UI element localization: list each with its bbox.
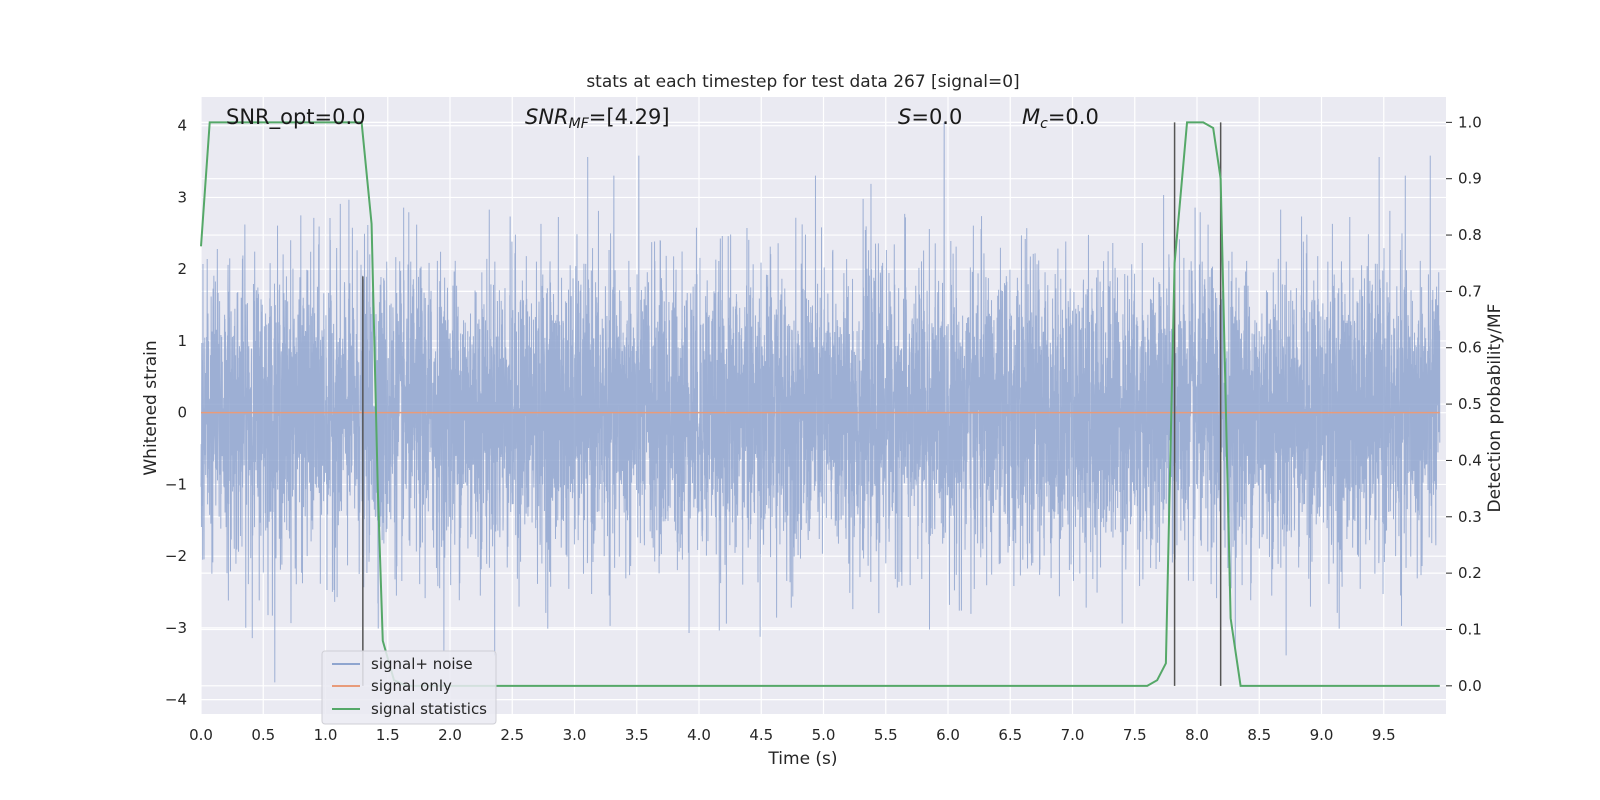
snr-mf-value: =[4.29] — [589, 105, 670, 129]
y-tick-label-8: 4 — [177, 117, 187, 135]
mc-value: =0.0 — [1048, 105, 1099, 129]
x-tick-label-14: 7.0 — [1061, 726, 1085, 744]
x-tick-label-12: 6.0 — [936, 726, 960, 744]
s-annotation: S=0.0 — [898, 105, 962, 129]
y2-tick-label-10: 1.0 — [1458, 113, 1482, 131]
y-tick-label-7: 3 — [177, 188, 187, 206]
x-tick-label-0: 0.0 — [189, 726, 213, 744]
legend: signal+ noise signal only signal statist… — [321, 650, 497, 725]
y-tick-label-0: −4 — [165, 691, 187, 709]
s-value: =0.0 — [911, 105, 962, 129]
x-tick-label-11: 5.5 — [874, 726, 898, 744]
legend-label-signal-noise: signal+ noise — [371, 655, 473, 673]
x-tick-label-16: 8.0 — [1185, 726, 1209, 744]
y2-tick-label-4: 0.4 — [1458, 451, 1482, 469]
y2-tick-label-1: 0.1 — [1458, 620, 1482, 638]
legend-label-signal-only: signal only — [371, 677, 452, 695]
series-signal-statistics — [200, 121, 1440, 687]
x-tick-label-4: 2.0 — [438, 726, 462, 744]
x-tick-label-15: 7.5 — [1123, 726, 1147, 744]
y2-axis-label: Detection probability/MF — [1485, 304, 1505, 513]
x-tick-label-2: 1.0 — [314, 726, 338, 744]
x-tick-label-5: 2.5 — [500, 726, 524, 744]
y-tick-label-5: 1 — [177, 332, 187, 350]
mc-symbol: M — [1022, 105, 1040, 129]
y-axis-label: Whitened strain — [141, 340, 161, 475]
y2-tick-label-0: 0.0 — [1458, 677, 1482, 695]
snr-mf-subscript: MF — [569, 116, 590, 132]
y2-tick-label-8: 0.8 — [1458, 226, 1482, 244]
x-tick-label-19: 9.5 — [1372, 726, 1396, 744]
y2-tick-label-9: 0.9 — [1458, 170, 1482, 188]
x-tick-label-6: 3.0 — [563, 726, 587, 744]
y-tick-label-2: −2 — [165, 547, 187, 565]
y-tick-label-3: −1 — [165, 475, 187, 493]
x-tick-label-7: 3.5 — [625, 726, 649, 744]
snr-opt-annotation: SNR_opt=0.0 — [226, 105, 366, 130]
series-signal-noise — [200, 122, 1441, 683]
y2-tick-label-2: 0.2 — [1458, 564, 1482, 582]
x-axis-label: Time (s) — [767, 749, 837, 769]
mc-subscript: c — [1040, 116, 1048, 132]
y2-tick-label-5: 0.5 — [1458, 395, 1482, 413]
x-tick-label-13: 6.5 — [998, 726, 1022, 744]
y2-tick-label-7: 0.7 — [1458, 282, 1482, 300]
x-tick-label-10: 5.0 — [812, 726, 836, 744]
y-tick-label-6: 2 — [177, 260, 187, 278]
y2-tick-label-3: 0.3 — [1458, 508, 1482, 526]
y-tick-label-1: −3 — [165, 619, 187, 637]
x-tick-label-9: 4.5 — [749, 726, 773, 744]
x-tick-label-8: 4.0 — [687, 726, 711, 744]
x-tick-label-18: 9.0 — [1310, 726, 1334, 744]
x-tick-label-3: 1.5 — [376, 726, 400, 744]
chart-title: stats at each timestep for test data 267… — [586, 72, 1019, 92]
y2-tick-label-6: 0.6 — [1458, 339, 1482, 357]
y-tick-label-4: 0 — [177, 404, 187, 422]
legend-label-signal-statistics: signal statistics — [371, 700, 487, 718]
snr-mf-symbol: SNR — [525, 105, 569, 129]
x-tick-label-17: 8.5 — [1247, 726, 1271, 744]
x-tick-label-1: 0.5 — [251, 726, 275, 744]
mc-annotation: Mc=0.0 — [1022, 105, 1099, 132]
s-symbol: S — [898, 105, 911, 129]
snr-mf-annotation: SNRMF=[4.29] — [525, 105, 670, 132]
